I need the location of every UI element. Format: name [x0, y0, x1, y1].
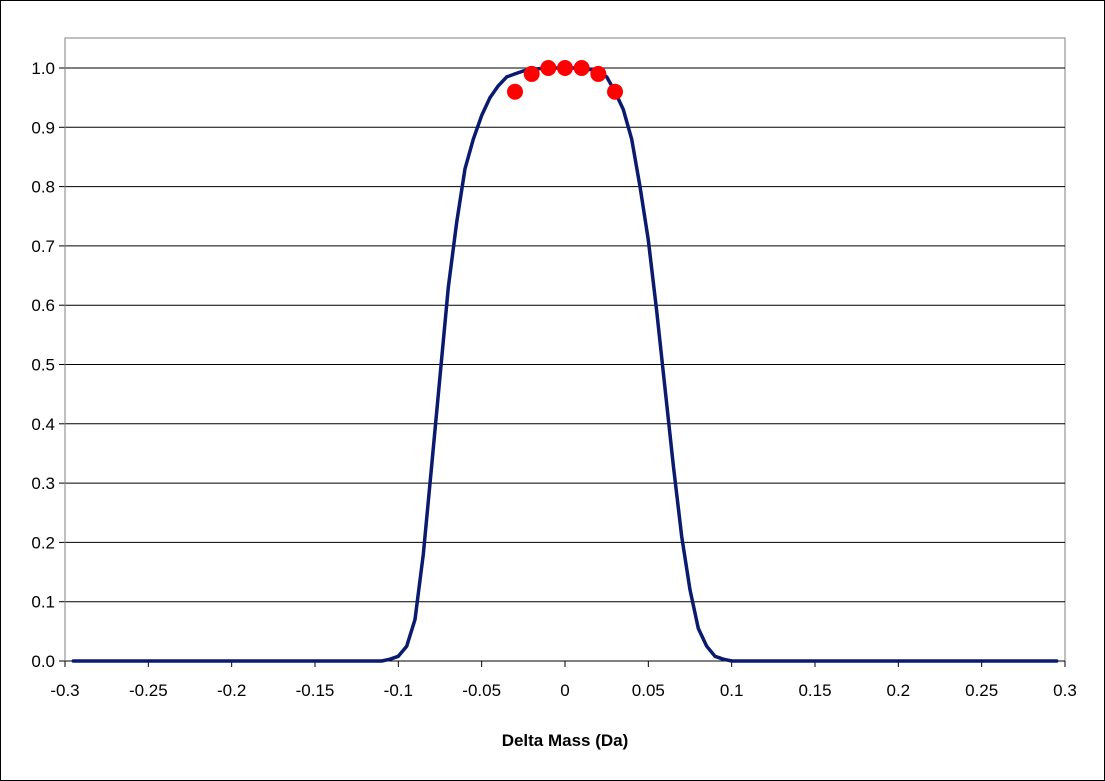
data-point: [573, 60, 590, 76]
x-tick-label: -0.15: [296, 681, 335, 700]
data-point: [540, 60, 557, 76]
y-tick-label: 0.7: [31, 237, 55, 256]
x-axis-label: Delta Mass (Da): [502, 731, 629, 750]
x-tick-label: 0.1: [720, 681, 744, 700]
y-tick-label: 0.2: [31, 533, 55, 552]
x-tick-label: 0: [560, 681, 569, 700]
y-tick-label: 0.5: [31, 356, 55, 375]
data-point: [590, 65, 607, 82]
plot-area: [64, 37, 1066, 662]
y-tick-label: 0.9: [31, 118, 55, 137]
x-tick-label: 0.15: [798, 681, 831, 700]
data-point: [523, 65, 540, 82]
y-tick-label: 0.0: [31, 652, 55, 671]
data-point: [557, 60, 573, 76]
x-tick-label: -0.05: [462, 681, 501, 700]
x-tick-label: -0.25: [129, 681, 168, 700]
y-tick-label: 0.6: [31, 296, 55, 315]
data-point: [607, 83, 623, 100]
y-tick-label: 0.1: [31, 593, 55, 612]
y-tick-label: 1.0: [31, 59, 55, 78]
x-tick-labels: -0.3 -0.25 -0.2 -0.15 -0.1 -0.05 0 0.05 0.1 0.15 0…: [50, 681, 1076, 700]
x-tick-label: -0.1: [384, 681, 413, 700]
x-tick-label: 0.05: [632, 681, 665, 700]
x-tick-label: 0.25: [965, 681, 998, 700]
x-tick-label: -0.3: [50, 681, 79, 700]
y-tick-labels: 0.0 0.1 0.2 0.3 0.4 0.5 0.6 0.7 0.8 0.9 1.0: [31, 59, 55, 671]
series-group: [71, 60, 1059, 663]
x-tick-label: 0.3: [1053, 681, 1077, 700]
y-tick-label: 0.3: [31, 474, 55, 493]
x-tick-label: -0.2: [217, 681, 246, 700]
data-point: [507, 83, 523, 100]
x-tick-label: 0.2: [887, 681, 911, 700]
y-tick-label: 0.8: [31, 178, 55, 197]
y-tick-label: 0.4: [31, 415, 55, 434]
